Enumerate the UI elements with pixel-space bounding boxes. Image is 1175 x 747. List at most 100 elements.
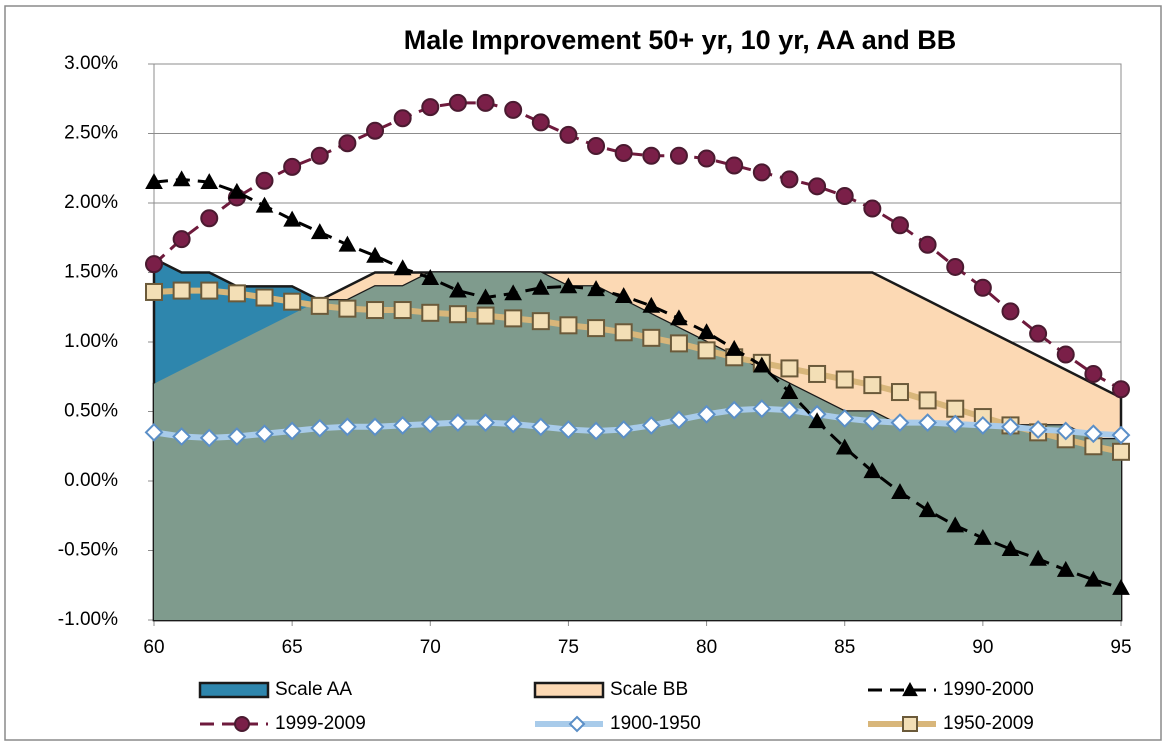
legend-item: Scale AA <box>198 679 352 700</box>
marker <box>808 177 827 196</box>
marker <box>752 356 771 373</box>
marker <box>973 278 992 297</box>
marker <box>200 209 219 228</box>
marker <box>338 134 357 153</box>
marker <box>200 281 219 300</box>
marker <box>310 146 329 165</box>
marker <box>559 277 578 294</box>
marker <box>973 415 993 435</box>
marker <box>780 359 799 378</box>
chart-title: Male Improvement 50+ yr, 10 yr, AA and B… <box>404 25 956 55</box>
x-tick-label: 75 <box>558 637 579 658</box>
marker <box>531 113 550 132</box>
marker <box>863 199 882 218</box>
marker <box>283 210 301 227</box>
legend-item: 1999-2009 <box>200 713 366 734</box>
marker <box>421 303 440 322</box>
marker <box>863 376 882 395</box>
marker <box>669 410 689 430</box>
marker <box>172 281 191 300</box>
marker <box>531 417 551 437</box>
marker <box>145 173 163 190</box>
marker <box>476 93 495 112</box>
marker <box>902 716 918 732</box>
marker <box>614 143 633 162</box>
marker <box>642 328 661 347</box>
marker <box>366 246 384 263</box>
marker <box>918 391 937 410</box>
marker <box>283 292 302 311</box>
marker <box>890 413 910 433</box>
marker <box>725 156 744 175</box>
marker <box>568 715 586 733</box>
marker <box>1029 549 1047 566</box>
marker <box>835 187 854 206</box>
marker <box>200 173 219 190</box>
marker <box>476 288 495 305</box>
marker <box>587 319 606 338</box>
marker <box>255 288 274 307</box>
legend-swatch <box>198 681 270 699</box>
marker <box>669 334 688 353</box>
marker <box>531 312 550 331</box>
marker <box>587 137 606 156</box>
legend-item: 1950-2009 <box>868 713 1034 734</box>
marker <box>974 528 992 545</box>
marker <box>1084 364 1103 383</box>
legend-item: 1900-1950 <box>535 713 701 734</box>
marker <box>918 235 937 254</box>
marker <box>255 171 274 190</box>
marker <box>476 413 495 433</box>
marker <box>559 316 578 335</box>
marker <box>697 323 716 340</box>
marker <box>420 414 440 434</box>
marker <box>448 413 468 433</box>
marker <box>531 278 550 295</box>
marker <box>283 157 302 176</box>
marker <box>902 681 918 697</box>
marker <box>1112 579 1130 595</box>
marker <box>1029 324 1048 343</box>
marker <box>234 716 250 732</box>
x-tick-label: 65 <box>282 637 303 658</box>
marker <box>337 417 357 437</box>
x-tick-label: 70 <box>420 637 441 658</box>
marker <box>365 417 385 437</box>
legend-label: Scale AA <box>275 679 352 700</box>
marker <box>642 146 661 165</box>
marker <box>1056 345 1075 364</box>
marker <box>227 284 246 303</box>
marker <box>752 163 771 182</box>
marker <box>946 516 965 533</box>
marker <box>808 412 826 429</box>
marker <box>255 424 274 444</box>
marker <box>614 323 633 342</box>
marker <box>808 364 827 383</box>
x-tick-label: 95 <box>1110 637 1131 658</box>
y-tick-label: 3.00% <box>64 53 118 74</box>
marker <box>835 438 854 455</box>
y-tick-label: 2.50% <box>64 123 118 144</box>
marker <box>780 383 799 399</box>
marker <box>945 414 965 434</box>
marker <box>614 287 633 304</box>
y-tick-label: 1.00% <box>64 331 118 352</box>
marker <box>393 301 412 320</box>
marker <box>310 223 329 240</box>
marker <box>586 421 606 441</box>
marker <box>614 420 634 439</box>
y-tick-label: -1.00% <box>58 609 118 630</box>
marker <box>559 420 578 439</box>
marker <box>393 259 412 276</box>
marker <box>366 301 385 320</box>
legend-label: 1900-1950 <box>610 713 701 734</box>
marker <box>1056 560 1075 577</box>
marker <box>421 98 440 117</box>
marker <box>338 235 357 252</box>
marker <box>559 125 578 144</box>
marker <box>835 409 855 428</box>
marker <box>780 400 799 420</box>
marker <box>1083 424 1103 444</box>
